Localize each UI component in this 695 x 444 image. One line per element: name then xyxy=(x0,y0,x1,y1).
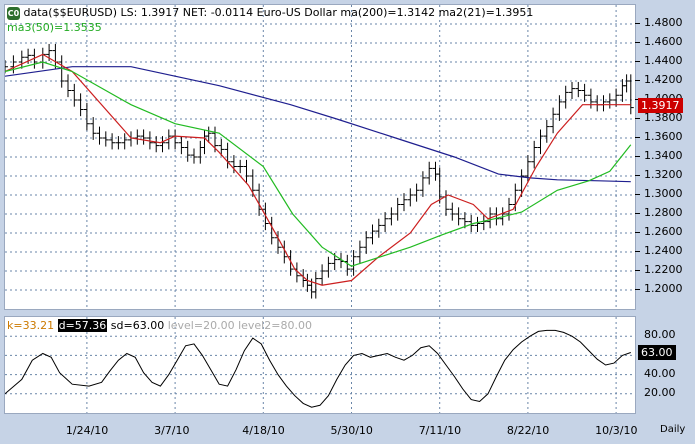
price-tick-label: 1.3000 xyxy=(644,187,683,200)
price-tick-mark xyxy=(635,137,640,138)
chart-header-text: data($$EURUSD) LS: 1.3917 NET: -0.0114 E… xyxy=(23,6,534,19)
date-tick-label: 5/30/10 xyxy=(330,424,373,437)
price-tick-mark xyxy=(635,232,640,233)
price-tick-label: 1.2000 xyxy=(644,282,683,295)
ma3-legend: ma3(50)=1.3535 xyxy=(7,21,102,34)
oscillator-legend: k=33.21 d=57.36 sd=63.00 level=20.00 lev… xyxy=(7,319,312,333)
price-tick-label: 1.2200 xyxy=(644,263,683,276)
period-label: Daily xyxy=(660,424,686,435)
price-tick-label: 1.2800 xyxy=(644,206,683,219)
ma200-line xyxy=(5,66,631,183)
k-label: k=33.21 xyxy=(7,319,55,332)
price-tick-mark xyxy=(635,194,640,195)
oscillator-line xyxy=(5,329,631,408)
osc-tick-label: 20.00 xyxy=(644,385,676,399)
price-tick-label: 1.2400 xyxy=(644,244,683,257)
d-label: d=57.36 xyxy=(57,319,108,332)
price-tick-mark xyxy=(635,99,640,100)
price-tick-label: 1.4200 xyxy=(644,73,683,86)
price-tick-label: 1.4600 xyxy=(644,35,683,48)
date-tick-label: 4/18/10 xyxy=(242,424,285,437)
date-tick-label: 10/3/10 xyxy=(595,424,638,437)
date-tick-label: 3/7/10 xyxy=(154,424,190,437)
c0-logo-icon: C0 xyxy=(7,6,20,20)
level2-label: level2=80.00 xyxy=(238,319,312,332)
price-tick-label: 1.3600 xyxy=(644,130,683,143)
price-tick-mark xyxy=(635,80,640,81)
price-tick-mark xyxy=(635,156,640,157)
ma21-line xyxy=(5,53,631,286)
date-tick-label: 7/11/10 xyxy=(418,424,462,437)
price-chart-panel[interactable]: C0 data($$EURUSD) LS: 1.3917 NET: -0.011… xyxy=(4,4,636,310)
oscillator-value-tag: 63.00 xyxy=(638,345,676,360)
sd-label: sd=63.00 xyxy=(110,319,165,332)
price-tick-mark xyxy=(635,251,640,252)
chart-legend: C0 data($$EURUSD) LS: 1.3917 NET: -0.011… xyxy=(7,6,533,20)
price-tick-label: 1.2600 xyxy=(644,225,683,238)
price-tick-mark xyxy=(635,175,640,176)
price-tick-mark xyxy=(635,23,640,24)
price-tick-mark xyxy=(635,270,640,271)
last-price-tag: 1.3917 xyxy=(638,98,683,113)
oscillator-panel[interactable]: k=33.21 d=57.36 sd=63.00 level=20.00 lev… xyxy=(4,316,636,414)
price-chart-svg xyxy=(5,5,635,309)
osc-tick-label: 40.00 xyxy=(644,366,676,380)
price-tick-label: 1.3800 xyxy=(644,111,683,124)
oscillator-svg xyxy=(5,317,635,413)
price-tick-mark xyxy=(635,61,640,62)
price-tick-label: 1.3200 xyxy=(644,168,683,181)
price-tick-mark xyxy=(635,118,640,119)
price-tick-mark xyxy=(635,289,640,290)
price-tick-label: 1.4800 xyxy=(644,16,683,29)
price-tick-label: 1.4400 xyxy=(644,54,683,67)
price-tick-mark xyxy=(635,213,640,214)
date-tick-label: 8/22/10 xyxy=(506,424,550,437)
price-tick-mark xyxy=(635,42,640,43)
level-label: level=20.00 xyxy=(167,319,235,332)
price-tick-label: 1.3400 xyxy=(644,149,683,162)
date-tick-label: 1/24/10 xyxy=(65,424,109,437)
ma50-line xyxy=(5,61,632,267)
osc-tick-label: 80.00 xyxy=(644,328,676,342)
